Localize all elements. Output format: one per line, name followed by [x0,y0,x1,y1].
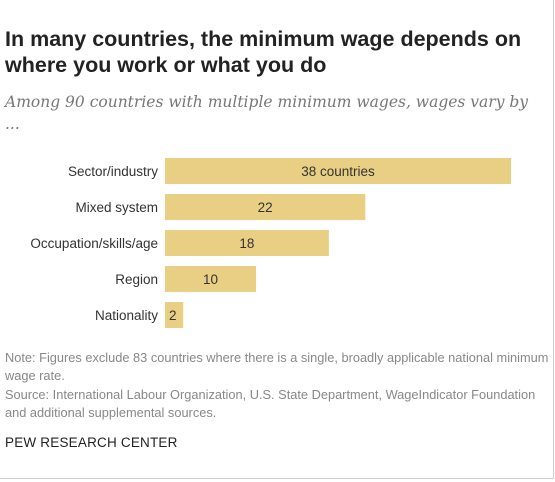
bar-region [165,266,257,292]
bar-mixed-system [165,194,366,220]
bar-nationality [165,302,184,328]
chart-subtitle: Among 90 countries with multiple minimum… [5,93,529,133]
bar-occupation-skills-age [165,230,329,256]
chart-title: In many countries, the minimum wage depe… [5,27,522,77]
chart-source: Source: International Labour Organizatio… [5,387,536,420]
category-label: Mixed system [75,200,158,215]
chart-note: Note: Figures exclude 83 countries where… [5,350,549,383]
category-label: Nationality [95,308,158,323]
brand-logo-text: PEW RESEARCH CENTER [5,435,178,450]
category-label: Sector/industry [68,164,158,179]
value-label: 2 [169,308,177,323]
category-label: Occupation/skills/age [30,236,158,251]
value-label: 38 countries [301,164,375,179]
bar-sector-industry [165,158,511,184]
value-label: 10 [203,272,218,287]
value-label: 18 [239,236,254,251]
value-label: 22 [258,200,273,215]
bar-chart: Sector/industry 38 countries Mixed system 2… [30,158,511,328]
category-label: Region [115,272,158,287]
